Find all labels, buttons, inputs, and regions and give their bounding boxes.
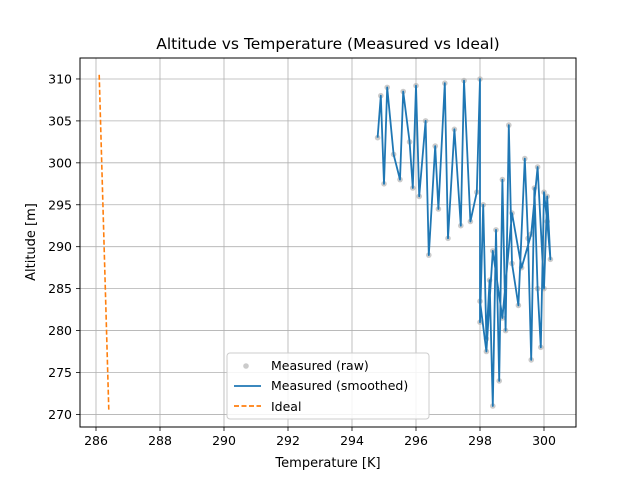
legend-box [226, 352, 430, 420]
y-tick-label: 280 [48, 323, 72, 338]
x-tick-label: 298 [468, 433, 492, 448]
x-tick-label: 288 [148, 433, 172, 448]
legend-marker-raw [243, 363, 249, 369]
plot-area [98, 74, 554, 411]
x-tick-label: 292 [276, 433, 300, 448]
y-tick-label: 310 [48, 71, 72, 86]
y-tick-label: 290 [48, 239, 72, 254]
y-axis-ticks: 270 275 280 285 290 295 300 305 310 [48, 71, 80, 422]
series-ideal-line [98, 74, 110, 411]
legend-label-smoothed: Measured (smoothed) [271, 378, 408, 393]
plot-frame [79, 57, 577, 428]
legend-label-raw: Measured (raw) [271, 358, 369, 373]
y-tick-label: 305 [48, 113, 72, 128]
x-tick-label: 286 [84, 433, 108, 448]
x-tick-label: 294 [340, 433, 364, 448]
series-measured-smoothed-line [376, 78, 552, 407]
x-tick-label: 300 [532, 433, 556, 448]
x-axis-label: Temperature [K] [274, 456, 380, 471]
chart-title: Altitude vs Temperature (Measured vs Ide… [156, 35, 499, 53]
legend-label-ideal: Ideal [271, 399, 301, 414]
y-tick-label: 300 [48, 155, 72, 170]
x-tick-label: 290 [212, 433, 236, 448]
y-axis-label: Altitude [m] [24, 203, 39, 281]
legend: Measured (raw) Measured (smoothed) Ideal [226, 352, 430, 420]
x-axis-ticks: 286 288 290 292 294 296 298 300 [84, 427, 556, 448]
y-tick-label: 285 [48, 281, 72, 296]
y-tick-label: 275 [48, 365, 72, 380]
x-tick-label: 296 [404, 433, 428, 448]
y-tick-label: 270 [48, 407, 72, 422]
y-tick-label: 295 [48, 197, 72, 212]
